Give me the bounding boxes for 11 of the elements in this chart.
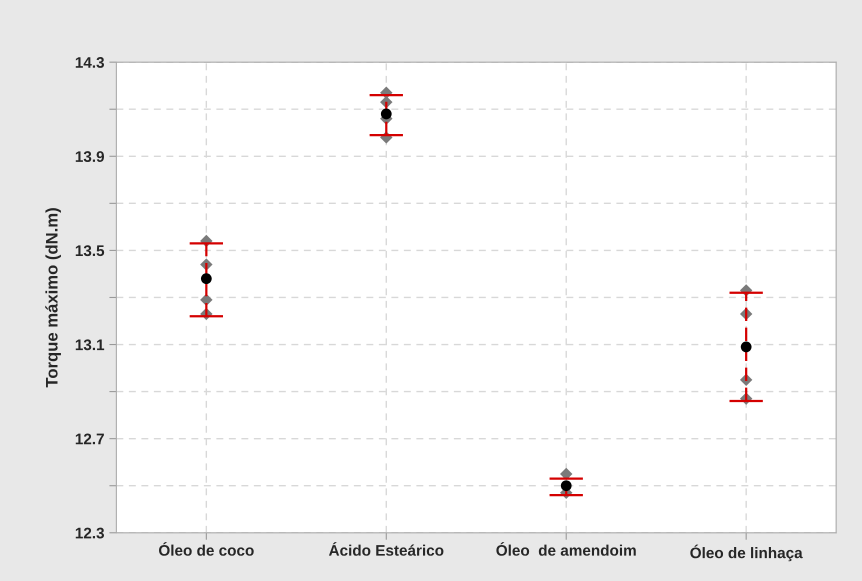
- y-tick-label: 12.7: [76, 434, 104, 444]
- y-tick-label: 13.5: [76, 245, 104, 256]
- x-tick-label: Ácido Esteárico: [328, 542, 444, 556]
- y-tick-label: 12.3: [76, 528, 104, 538]
- y-axis-title: Torque máximo (dN.m): [45, 208, 61, 388]
- y-tick-label: 13.9: [76, 151, 104, 162]
- x-tick-label: Óleo de linhaça: [690, 544, 803, 562]
- y-tick-label: 13.1: [76, 339, 104, 350]
- x-tick-label: Óleo de coco: [159, 542, 254, 556]
- y-tick-label: 14.3: [76, 57, 104, 68]
- x-tick-label: Óleo de amendoim: [496, 542, 636, 556]
